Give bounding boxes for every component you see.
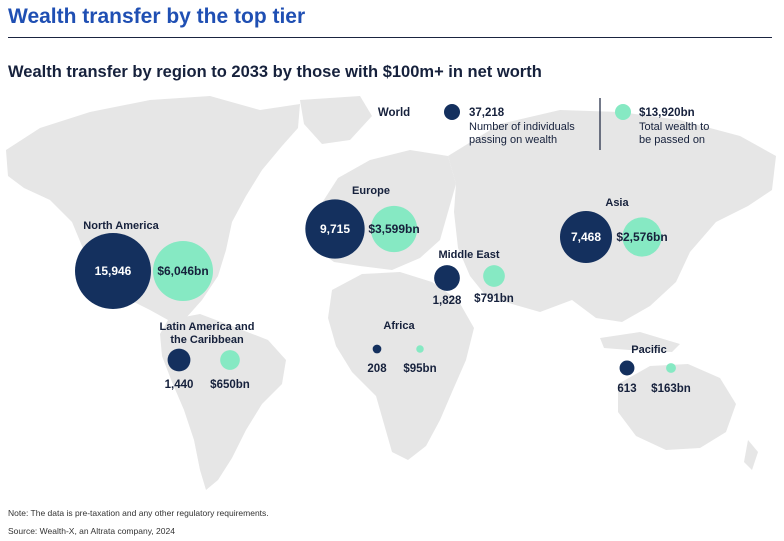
label-wealth-africa: $95bn xyxy=(403,363,436,375)
bubble-individuals-north-america xyxy=(75,233,151,309)
legend-wealth-desc-2: be passed on xyxy=(639,134,705,146)
title-divider xyxy=(8,37,772,38)
label-individuals-middle-east: 1,828 xyxy=(433,295,462,307)
source-line: Source: Wealth-X, an Altrata company, 20… xyxy=(8,526,175,536)
bubble-wealth-asia xyxy=(622,217,662,257)
continent-north-america xyxy=(6,96,300,320)
legend-individuals-desc-1: Number of individuals xyxy=(469,121,575,133)
label-wealth-europe: $3,599bn xyxy=(368,222,419,236)
legend-world-label: World xyxy=(378,107,410,119)
legend-wealth-desc-1: Total wealth to xyxy=(639,121,709,133)
island-new-zealand xyxy=(744,440,758,470)
continent-australia xyxy=(618,364,736,450)
legend-wealth-swatch xyxy=(615,104,631,120)
label-wealth-north-america: $6,046bn xyxy=(157,264,208,278)
label-individuals-latin-america-and-the-caribbean: 1,440 xyxy=(165,379,194,391)
label-wealth-latin-america-and-the-caribbean: $650bn xyxy=(210,379,250,391)
region-name-middle-east: Middle East xyxy=(438,249,499,261)
legend-world-individuals-value: 37,218 xyxy=(469,107,505,119)
label-individuals-pacific: 613 xyxy=(617,383,636,395)
continent-africa xyxy=(328,272,474,460)
bubble-individuals-africa xyxy=(372,344,382,354)
region-name-asia: Asia xyxy=(605,197,629,209)
region-name-pacific: Pacific xyxy=(631,344,666,356)
region-name-latin-america-and-the-caribbean: Latin America and xyxy=(160,321,255,333)
region-name-north-america: North America xyxy=(83,220,159,232)
continent-south-america xyxy=(160,314,286,490)
region-name-europe: Europe xyxy=(352,185,390,197)
bubble-wealth-pacific xyxy=(666,363,676,373)
bubble-wealth-middle-east xyxy=(483,265,505,287)
world-map-background xyxy=(6,96,776,490)
legend-world-wealth-value: $13,920bn xyxy=(639,107,695,119)
bubble-individuals-middle-east xyxy=(434,265,460,291)
continent-greenland xyxy=(300,96,372,144)
bubble-individuals-asia xyxy=(559,210,613,264)
bubble-individuals-latin-america-and-the-caribbean xyxy=(167,348,191,372)
label-individuals-north-america: 15,946 xyxy=(95,264,132,278)
label-wealth-middle-east: $791bn xyxy=(474,293,514,305)
island-indonesia xyxy=(600,332,680,352)
bubble-wealth-africa xyxy=(416,345,424,353)
legend-individuals-desc-2: passing on wealth xyxy=(469,134,557,146)
legend-individuals-swatch xyxy=(444,104,460,120)
label-individuals-europe: 9,715 xyxy=(320,222,350,236)
bubble-individuals-pacific xyxy=(619,360,635,376)
bubble-individuals-europe xyxy=(305,199,365,259)
region-name-africa: Africa xyxy=(383,320,415,332)
continent-asia xyxy=(448,110,776,322)
chart-marks: North America 15,946 $6,046bn Europe 9,715 $3… xyxy=(75,98,709,395)
chart-subtitle: Wealth transfer by region to 2033 by tho… xyxy=(8,63,542,81)
bubble-wealth-europe xyxy=(370,205,418,253)
region-name-line2-latin-america-and-the-caribbean: the Caribbean xyxy=(170,334,244,346)
bubble-wealth-latin-america-and-the-caribbean xyxy=(220,350,240,370)
footnote: Note: The data is pre-taxation and any o… xyxy=(8,508,269,518)
label-individuals-asia: 7,468 xyxy=(571,230,601,244)
page-title: Wealth transfer by the top tier xyxy=(8,5,306,28)
bubble-wealth-north-america xyxy=(153,241,213,301)
label-wealth-asia: $2,576bn xyxy=(616,230,667,244)
label-individuals-africa: 208 xyxy=(367,363,387,375)
label-wealth-pacific: $163bn xyxy=(651,383,691,395)
